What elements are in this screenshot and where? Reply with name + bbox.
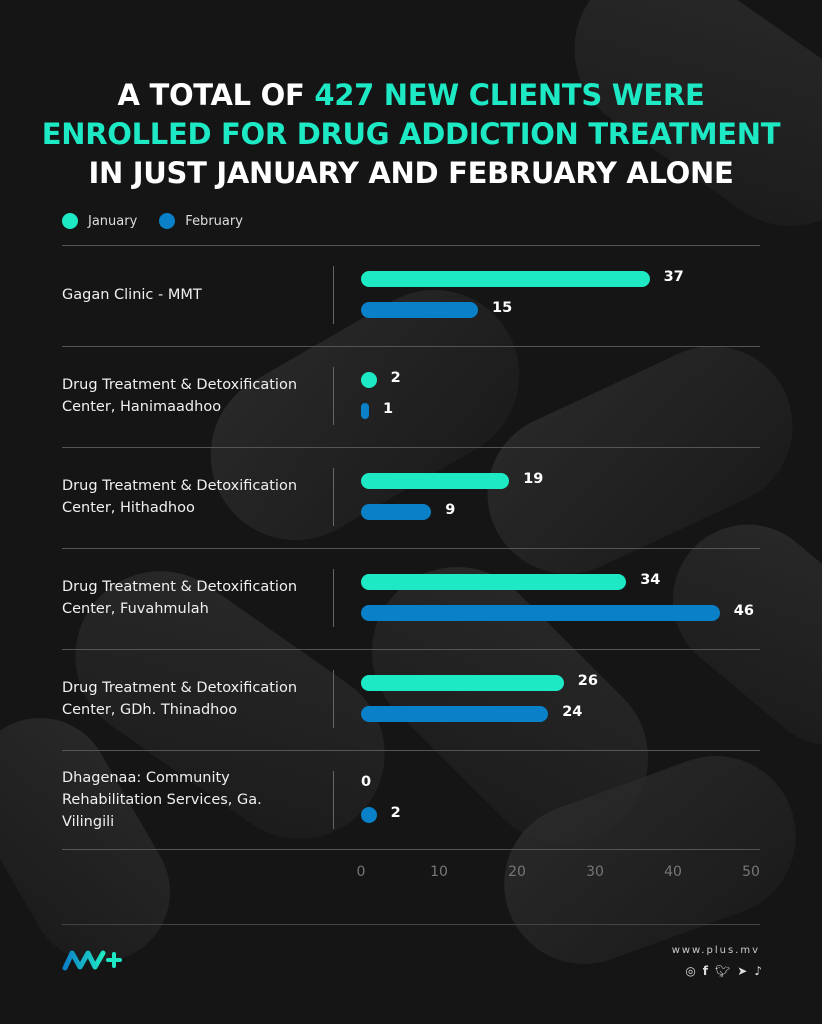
value-label-february: 1	[383, 401, 394, 417]
bar-february	[361, 302, 478, 318]
february-swatch	[159, 213, 176, 229]
value-label-january: 0	[361, 774, 372, 790]
category-label-line: Dhagenaa: Community	[62, 770, 230, 786]
value-label-february: 2	[390, 805, 401, 821]
x-tick-label: 50	[742, 864, 760, 880]
category-label: Gagan Clinic - MMT	[62, 284, 327, 306]
value-label-february: 9	[445, 502, 456, 518]
value-label-january: 26	[577, 673, 598, 689]
january-swatch	[62, 213, 78, 229]
value-label-february: 24	[562, 704, 583, 720]
bar-january	[361, 473, 510, 489]
social-icons: ◎ f 🐦︎ ➤ ♪	[685, 964, 762, 978]
legend-label: January	[88, 213, 138, 229]
row-divider	[62, 548, 760, 549]
category-label-line: Drug Treatment & Detoxification	[62, 478, 298, 494]
category-label: Drug Treatment & Detoxification Center, H…	[62, 475, 327, 519]
category-label-line: Drug Treatment & Detoxification	[62, 579, 298, 595]
bar-february	[361, 605, 720, 621]
bar-february	[361, 504, 432, 520]
instagram-icon[interactable]: ◎	[685, 964, 696, 978]
bar-january	[361, 574, 627, 590]
bar-february	[361, 706, 549, 722]
bar-january	[361, 271, 650, 287]
category-label-line: Center, Fuvahmulah	[62, 601, 209, 617]
category-label-line: Rehabilitation Services, Ga.	[62, 792, 262, 808]
row-divider	[62, 346, 760, 347]
value-label-january: 34	[640, 572, 661, 588]
category-label-line: Center, GDh. Thinadhoo	[62, 702, 238, 718]
row-separator	[333, 468, 334, 526]
tiktok-icon[interactable]: ♪	[754, 964, 762, 978]
row-divider	[62, 447, 760, 448]
category-label: Drug Treatment & Detoxification Center, H…	[62, 374, 327, 418]
category-label-line: Center, Hanimaadhoo	[62, 399, 222, 415]
category-label-line: Drug Treatment & Detoxification	[62, 377, 298, 393]
value-label-january: 2	[390, 370, 401, 386]
legend-february: February	[159, 213, 243, 229]
title-part1: A TOTAL OF	[117, 78, 315, 112]
row-divider	[62, 750, 760, 751]
title-line2: ENROLLED FOR DRUG ADDICTION TREATMENT	[41, 117, 781, 151]
telegram-icon[interactable]: ➤	[737, 964, 748, 978]
x-tick-label: 0	[356, 864, 366, 880]
value-label-january: 37	[663, 269, 684, 285]
bar-february	[361, 403, 369, 419]
category-label: Drug Treatment & Detoxification Center, F…	[62, 576, 327, 620]
row-separator	[333, 771, 334, 829]
website-url[interactable]: www.plus.mv	[671, 945, 760, 956]
row-divider	[62, 649, 760, 650]
row-separator	[333, 670, 334, 728]
twitter-icon[interactable]: 🐦︎	[715, 964, 731, 978]
x-tick-label: 10	[430, 864, 448, 880]
category-label-line: Gagan Clinic - MMT	[62, 287, 202, 303]
legend: January February	[62, 213, 243, 229]
footer-divider	[62, 924, 760, 925]
value-label-january: 19	[523, 471, 544, 487]
plus-logo	[62, 948, 128, 976]
chart-title: A TOTAL OF 427 NEW CLIENTS WERE ENROLLED…	[0, 76, 822, 193]
x-tick-label: 40	[664, 864, 682, 880]
legend-label: February	[185, 213, 243, 229]
row-separator	[333, 367, 334, 425]
bar-january	[361, 372, 377, 388]
value-label-february: 15	[492, 300, 513, 316]
category-label-line: Center, Hithadhoo	[62, 500, 195, 516]
bar-february	[361, 807, 377, 823]
category-label-line: Drug Treatment & Detoxification	[62, 680, 298, 696]
row-divider	[62, 245, 760, 246]
title-line3: IN JUST JANUARY AND FEBRUARY ALONE	[88, 156, 734, 190]
x-tick-label: 20	[508, 864, 526, 880]
facebook-icon[interactable]: f	[702, 964, 709, 978]
row-separator	[333, 266, 334, 324]
category-label: Drug Treatment & Detoxification Center, G…	[62, 677, 327, 721]
x-tick-label: 30	[586, 864, 604, 880]
legend-january: January	[62, 213, 137, 229]
axis-line	[62, 849, 760, 850]
category-label-line: Vilingili	[62, 814, 115, 830]
category-label: Dhagenaa: Community Rehabilitation Servic…	[62, 767, 327, 833]
value-label-february: 46	[733, 603, 754, 619]
title-highlight: 427 NEW CLIENTS WERE	[314, 78, 705, 112]
row-separator	[333, 569, 334, 627]
bar-january	[361, 675, 564, 691]
